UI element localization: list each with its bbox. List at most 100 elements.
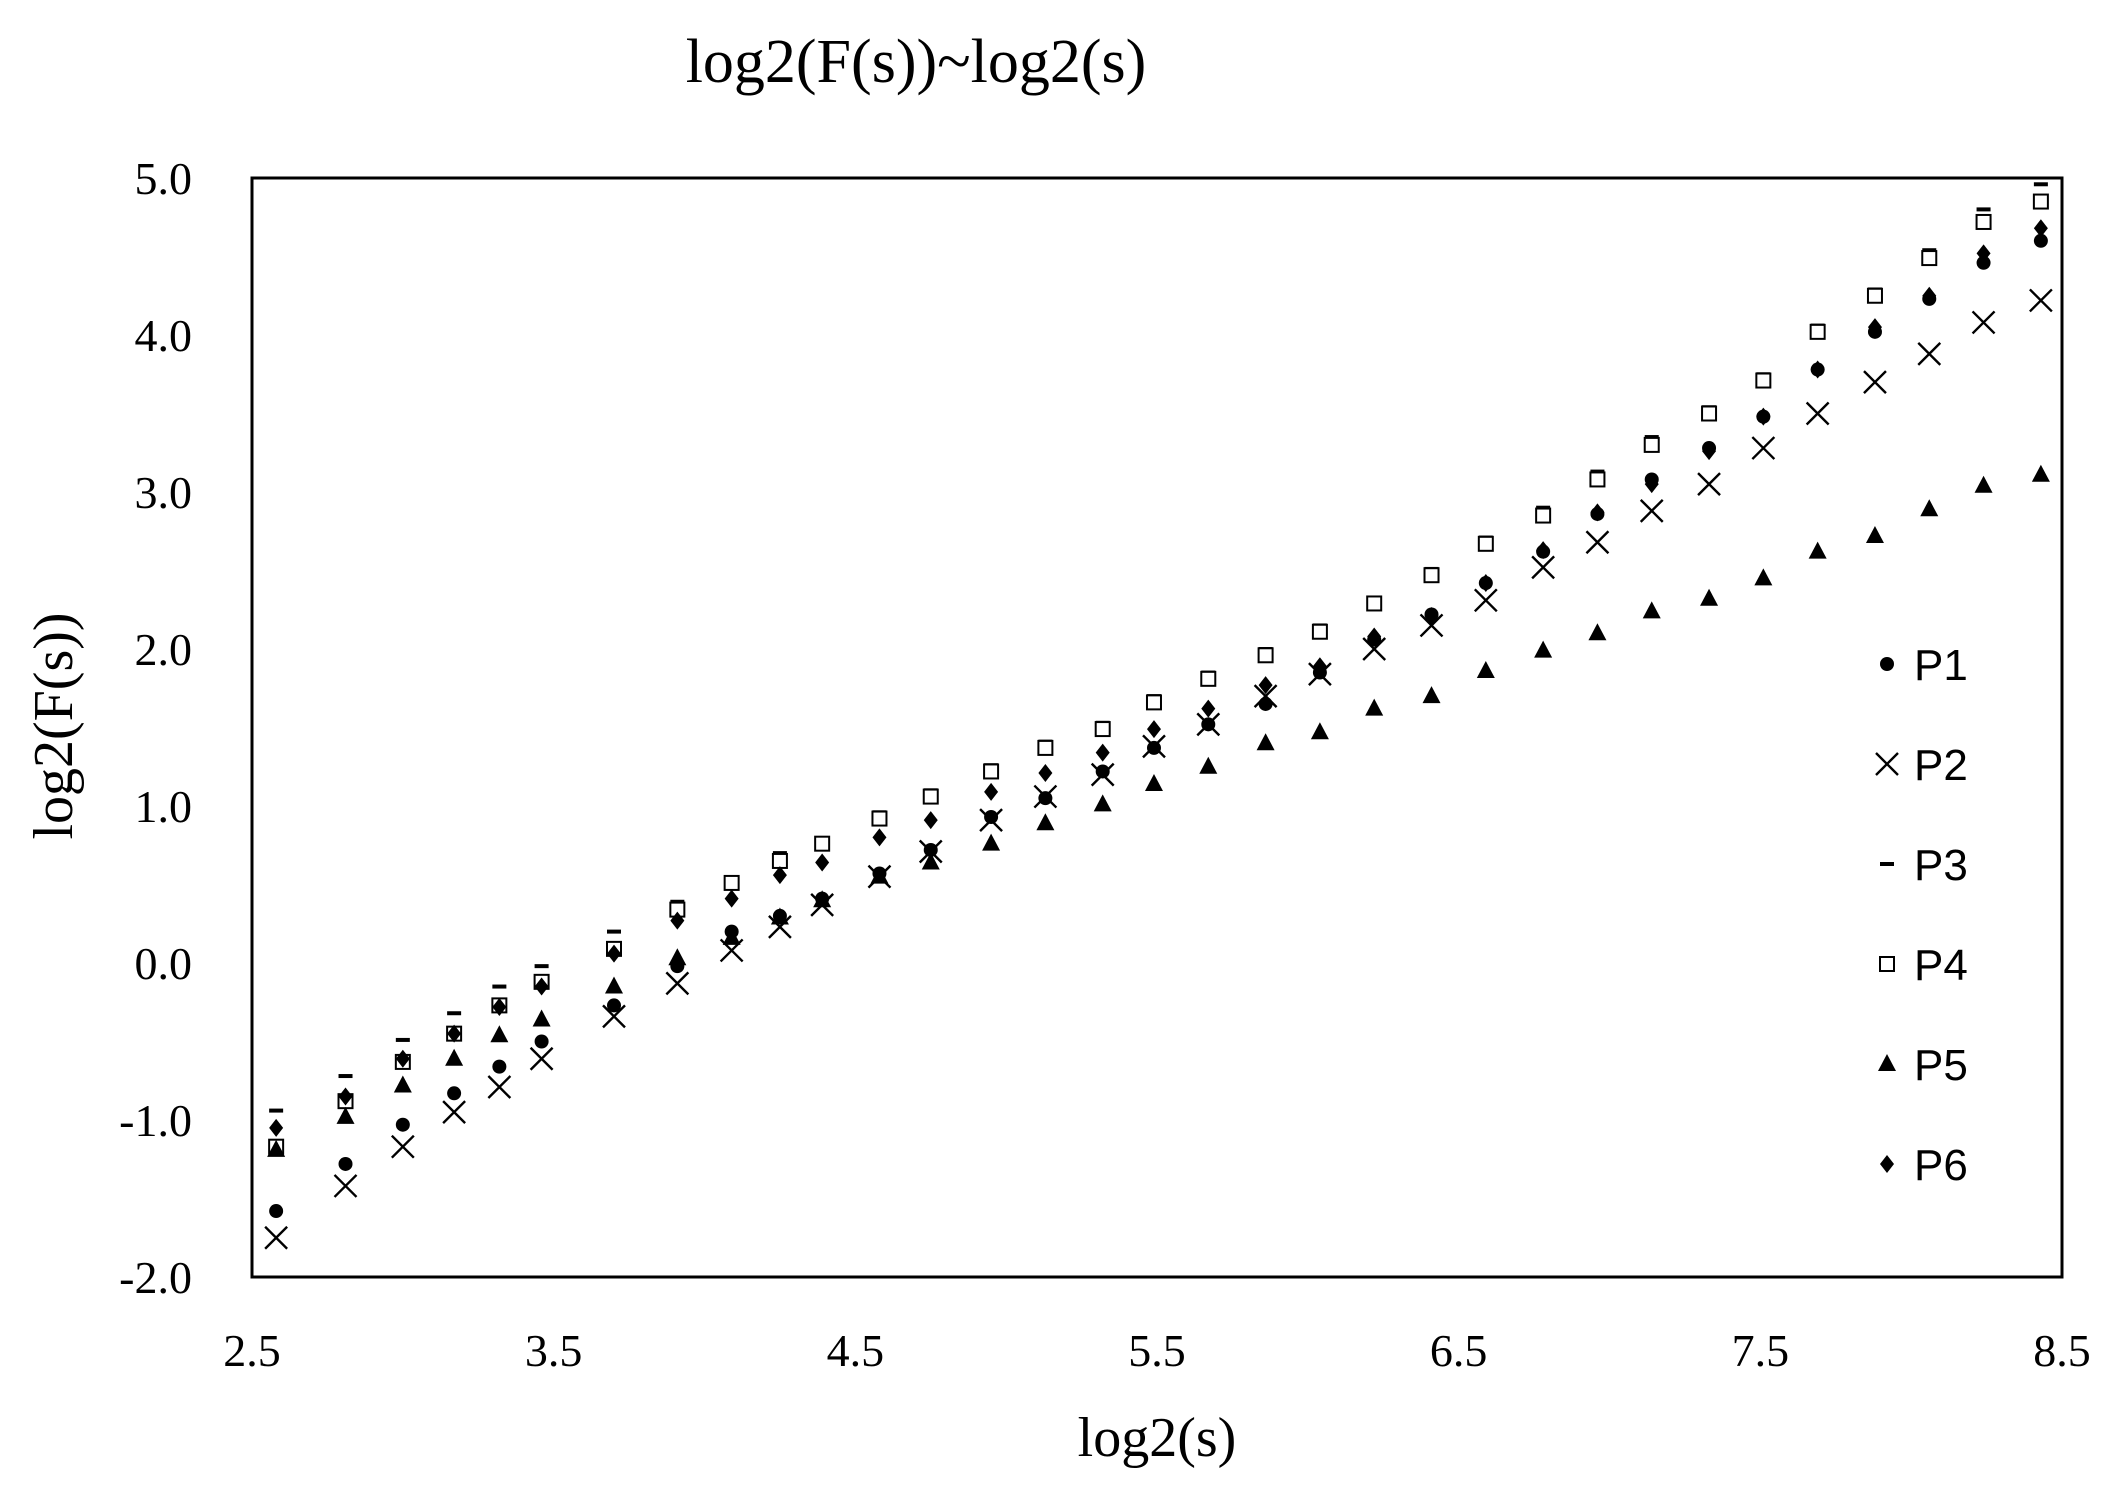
y-tick-label: 4.0 (135, 310, 193, 361)
data-point-p2 (602, 1004, 626, 1029)
data-point-p4 (1589, 471, 1606, 488)
data-point-p3 (607, 929, 621, 934)
y-tick-label: 5.0 (135, 153, 193, 204)
data-point-p4 (1755, 372, 1772, 389)
data-point-p5 (813, 890, 832, 908)
legend-item-p5: P5 (1878, 1041, 1968, 1090)
legend-item-p2: P2 (1875, 741, 1968, 790)
data-point-p1 (1976, 255, 1991, 270)
data-point-p5 (267, 1139, 286, 1157)
data-point-p2 (1751, 436, 1776, 460)
data-point-p4 (1094, 721, 1111, 738)
data-point-p4 (1975, 213, 1992, 230)
data-point-p6 (1756, 407, 1771, 426)
legend-label: P5 (1914, 1041, 1968, 1090)
data-point-p2 (264, 1225, 288, 1250)
x-axis-title: log2(s) (1078, 1407, 1237, 1469)
data-point-p5 (1422, 686, 1441, 704)
data-point-p5 (445, 1048, 464, 1066)
data-point-p6 (492, 997, 507, 1016)
y-axis-ticks: 5.0 4.0 3.0 2.0 1.0 0.0 -1.0 -2.0 (119, 153, 192, 1303)
data-point-p2 (1639, 498, 1664, 523)
data-point-p5 (1642, 601, 1661, 619)
data-point-p4 (983, 763, 1000, 780)
data-point-p5 (2031, 464, 2050, 482)
data-point-p6 (772, 866, 787, 885)
series-p5 (267, 464, 2050, 1157)
data-point-p4 (1866, 287, 1883, 304)
data-point-p3 (1976, 207, 1991, 212)
data-point-p4 (1257, 647, 1274, 664)
data-point-p5 (722, 927, 741, 945)
data-point-p6 (1095, 743, 1110, 762)
data-point-p2 (979, 808, 1003, 832)
data-point-p1 (607, 998, 621, 1013)
y-tick-label: 3.0 (135, 467, 193, 518)
legend-label: P4 (1914, 941, 1968, 990)
data-point-p1 (984, 809, 999, 824)
data-point-p6 (1644, 475, 1659, 494)
data-point-p6 (1312, 657, 1327, 676)
data-point-p6 (872, 828, 887, 847)
data-point-p6 (1367, 627, 1382, 646)
data-point-p5 (668, 948, 687, 966)
data-point-p4 (723, 874, 740, 891)
data-point-p4 (1311, 623, 1328, 640)
data-point-p2 (1971, 310, 1996, 335)
y-tick-label: -2.0 (119, 1252, 192, 1303)
data-point-p6 (984, 782, 999, 801)
data-point-p6 (815, 853, 830, 872)
x-tick-label: 6.5 (1430, 1325, 1488, 1376)
x-tick-label: 7.5 (1732, 1325, 1790, 1376)
data-point-p6 (269, 1118, 284, 1137)
data-point-p2 (1362, 637, 1387, 661)
data-point-p2 (442, 1100, 466, 1124)
data-point-p2 (768, 915, 792, 939)
x-tick-label: 5.5 (1128, 1325, 1186, 1376)
data-point-p6 (1536, 541, 1551, 560)
data-point-p2 (1697, 472, 1721, 496)
y-tick-label: 1.0 (135, 781, 193, 832)
data-point-p1 (1095, 764, 1110, 779)
data-point-p6 (1702, 442, 1717, 461)
legend-marker-p6 (1880, 1155, 1894, 1173)
data-point-p5 (393, 1075, 412, 1093)
data-point-p2 (529, 1046, 554, 1071)
data-point-p6 (1810, 360, 1825, 379)
data-point-p4 (871, 810, 888, 827)
data-point-p4 (814, 835, 831, 852)
data-point-p2 (1863, 370, 1887, 394)
data-point-p4 (1200, 670, 1217, 687)
data-point-p5 (770, 907, 789, 925)
data-point-p6 (1424, 607, 1439, 626)
y-axis-title: log2(F(s)) (23, 612, 85, 839)
data-point-p2 (1917, 341, 1942, 366)
x-axis-ticks: 2.5 3.5 4.5 5.5 6.5 7.5 8.5 (223, 1325, 2091, 1376)
data-point-p3 (338, 1074, 353, 1079)
data-point-p4 (1643, 436, 1660, 453)
data-point-p6 (1146, 720, 1161, 739)
data-point-p5 (490, 1025, 509, 1043)
data-point-p5 (1144, 774, 1163, 792)
series-p6 (269, 219, 2048, 1137)
legend-marker-p2 (1875, 752, 1899, 776)
data-point-p6 (1478, 574, 1493, 593)
data-point-p5 (1365, 698, 1384, 716)
data-point-p2 (665, 971, 690, 996)
legend-item-p1: P1 (1880, 641, 1968, 690)
data-point-p1 (534, 1034, 549, 1049)
data-point-p6 (1258, 676, 1273, 695)
data-point-p6 (1976, 244, 1991, 263)
data-point-p2 (1473, 588, 1498, 613)
data-point-p6 (2033, 219, 2048, 238)
data-point-p1 (338, 1156, 353, 1171)
data-point-p3 (395, 1037, 410, 1042)
data-point-p1 (2033, 233, 2048, 248)
data-point-p5 (1199, 756, 1218, 774)
legend-item-p6: P6 (1880, 1141, 1968, 1190)
data-point-p2 (1196, 712, 1221, 737)
data-point-p4 (1477, 535, 1494, 552)
legend-label: P6 (1914, 1141, 1968, 1190)
data-point-p2 (2029, 288, 2053, 313)
